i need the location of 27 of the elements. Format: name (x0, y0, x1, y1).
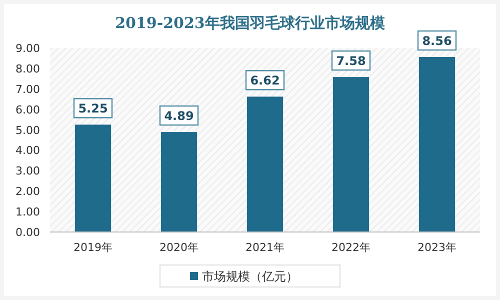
y-tick-label: 5.00 (16, 124, 40, 137)
bar (332, 77, 370, 232)
data-label: 7.58 (336, 54, 366, 68)
bar (74, 124, 112, 232)
legend-label: 市场规模（亿元） (202, 270, 298, 284)
y-tick-label: 0.00 (16, 226, 40, 239)
bar (246, 96, 284, 232)
y-tick-label: 2.00 (16, 185, 40, 198)
x-tick-label: 2023年 (418, 241, 456, 254)
data-label: 8.56 (422, 34, 452, 48)
x-tick-label: 2021年 (246, 241, 284, 254)
x-tick-label: 2019年 (74, 241, 112, 254)
y-tick-label: 9.00 (16, 42, 40, 55)
y-tick-label: 7.00 (16, 82, 40, 96)
data-label: 4.89 (164, 109, 194, 124)
chart-title: 2019-2023年我国羽毛球行业市场规模 (115, 14, 386, 32)
y-tick-label: 6.00 (16, 103, 40, 116)
y-tick-label: 4.00 (16, 144, 40, 158)
bar (160, 132, 198, 232)
y-tick-label: 3.00 (16, 164, 40, 178)
y-tick-label: 1.00 (16, 206, 40, 219)
x-tick-label: 2022年 (332, 241, 370, 254)
y-tick-label: 8.00 (16, 62, 40, 76)
x-tick-label: 2020年 (160, 241, 198, 254)
bar (418, 56, 456, 232)
data-label: 5.25 (78, 102, 108, 116)
data-label: 6.62 (250, 74, 280, 88)
